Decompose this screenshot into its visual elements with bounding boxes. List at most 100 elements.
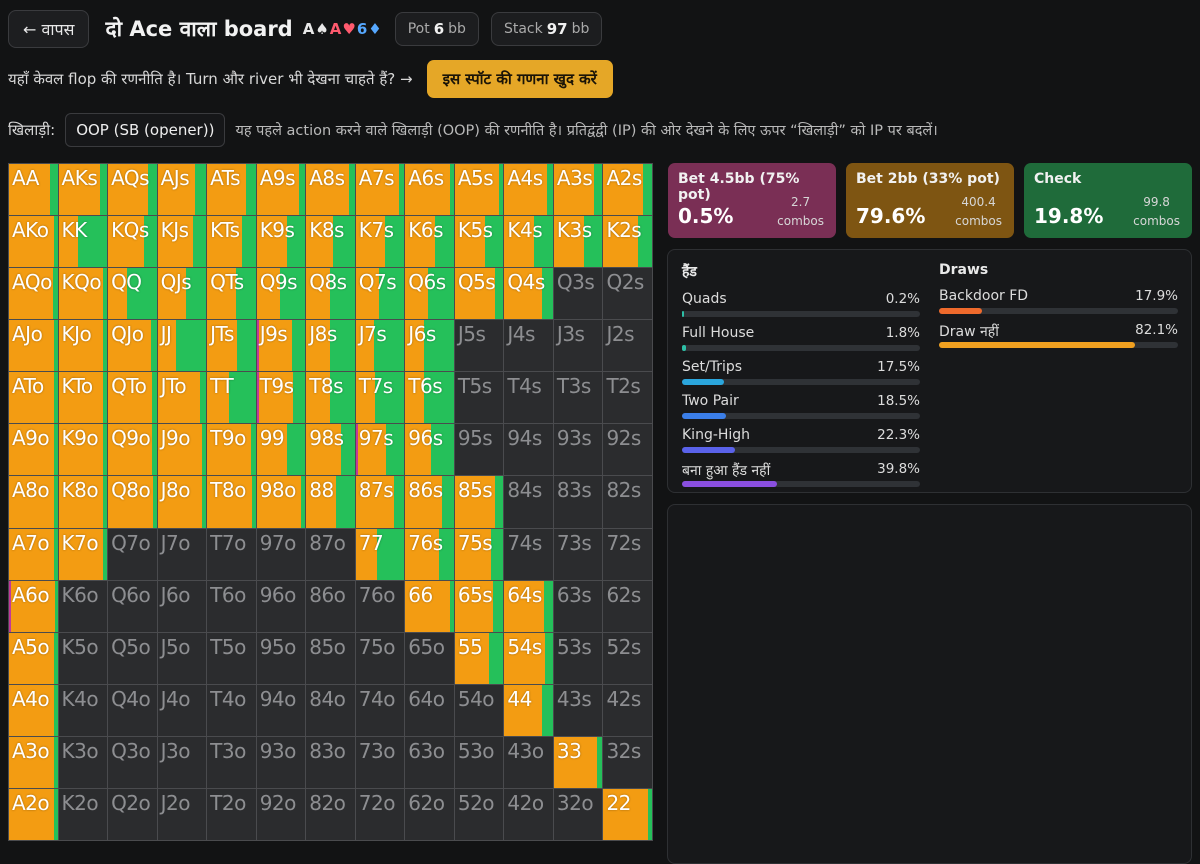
action-card-bet-small[interactable]: Bet 2bb (33% pot) 79.6% 400.4 combos [846,163,1014,238]
hand-cell-63s[interactable]: 63s [553,580,603,632]
hand-cell-22[interactable]: 22 [603,788,652,840]
hand-cell-82o[interactable]: 82o [306,788,355,840]
hand-cell-73o[interactable]: 73o [355,736,405,788]
hand-cell-A2o[interactable]: A2o [9,788,58,840]
hand-cell-T3s[interactable]: T3s [553,372,603,424]
hand-cell-A7o[interactable]: A7o [9,528,58,580]
hand-cell-62o[interactable]: 62o [405,788,454,840]
hand-cell-K5s[interactable]: K5s [454,216,504,268]
hand-cell-54o[interactable]: 54o [454,684,504,736]
hand-cell-92s[interactable]: 92s [603,424,652,476]
hand-cell-K9s[interactable]: K9s [256,216,306,268]
hand-cell-A2s[interactable]: A2s [603,164,652,216]
hand-cell-43o[interactable]: 43o [504,736,553,788]
hand-cell-43s[interactable]: 43s [553,684,603,736]
hand-cell-ATo[interactable]: ATo [9,372,58,424]
hand-cell-T8s[interactable]: T8s [306,372,355,424]
hand-cell-KJo[interactable]: KJo [58,320,108,372]
back-button[interactable]: ← वापस [8,10,90,48]
hand-cell-J3o[interactable]: J3o [157,736,207,788]
hand-cell-87s[interactable]: 87s [355,476,405,528]
hand-cell-J9o[interactable]: J9o [157,424,207,476]
hand-cell-A4o[interactable]: A4o [9,684,58,736]
hand-cell-A8o[interactable]: A8o [9,476,58,528]
hand-cell-TT[interactable]: TT [207,372,256,424]
hand-cell-T9o[interactable]: T9o [207,424,256,476]
hand-cell-72o[interactable]: 72o [355,788,405,840]
hand-cell-K8o[interactable]: K8o [58,476,108,528]
hand-cell-97s[interactable]: 97s [355,424,405,476]
hand-cell-Q3s[interactable]: Q3s [553,268,603,320]
hand-cell-AKo[interactable]: AKo [9,216,58,268]
hand-cell-86o[interactable]: 86o [306,580,355,632]
hand-cell-96s[interactable]: 96s [405,424,454,476]
hand-cell-87o[interactable]: 87o [306,528,355,580]
hand-cell-J4o[interactable]: J4o [157,684,207,736]
hand-cell-AJo[interactable]: AJo [9,320,58,372]
hand-cell-A9o[interactable]: A9o [9,424,58,476]
hand-cell-Q6o[interactable]: Q6o [108,580,157,632]
hand-cell-Q9s[interactable]: Q9s [256,268,306,320]
hand-cell-J8s[interactable]: J8s [306,320,355,372]
hand-cell-Q4o[interactable]: Q4o [108,684,157,736]
hand-cell-86s[interactable]: 86s [405,476,454,528]
hand-cell-T7s[interactable]: T7s [355,372,405,424]
hand-cell-94o[interactable]: 94o [256,684,306,736]
hand-cell-A8s[interactable]: A8s [306,164,355,216]
hand-cell-83s[interactable]: 83s [553,476,603,528]
hand-cell-K2o[interactable]: K2o [58,788,108,840]
hand-cell-ATs[interactable]: ATs [207,164,256,216]
hand-cell-Q3o[interactable]: Q3o [108,736,157,788]
hand-cell-T9s[interactable]: T9s [256,372,306,424]
hand-cell-74s[interactable]: 74s [504,528,553,580]
hand-cell-QTo[interactable]: QTo [108,372,157,424]
hand-cell-J8o[interactable]: J8o [157,476,207,528]
hand-cell-76o[interactable]: 76o [355,580,405,632]
hand-cell-72s[interactable]: 72s [603,528,652,580]
hand-cell-85o[interactable]: 85o [306,632,355,684]
hand-cell-A7s[interactable]: A7s [355,164,405,216]
hand-cell-92o[interactable]: 92o [256,788,306,840]
hand-cell-99[interactable]: 99 [256,424,306,476]
hand-cell-T6s[interactable]: T6s [405,372,454,424]
hand-cell-95s[interactable]: 95s [454,424,504,476]
hand-cell-75s[interactable]: 75s [454,528,504,580]
hand-cell-K2s[interactable]: K2s [603,216,652,268]
hand-cell-63o[interactable]: 63o [405,736,454,788]
hand-cell-KTs[interactable]: KTs [207,216,256,268]
hand-cell-52o[interactable]: 52o [454,788,504,840]
hand-cell-Q8o[interactable]: Q8o [108,476,157,528]
hand-cell-J7s[interactable]: J7s [355,320,405,372]
hand-cell-K4o[interactable]: K4o [58,684,108,736]
hand-cell-53s[interactable]: 53s [553,632,603,684]
hand-cell-74o[interactable]: 74o [355,684,405,736]
hand-cell-A5s[interactable]: A5s [454,164,504,216]
hand-cell-K7s[interactable]: K7s [355,216,405,268]
compute-spot-button[interactable]: इस स्पॉट की गणना खुद करें [426,60,613,98]
hand-cell-53o[interactable]: 53o [454,736,504,788]
hand-cell-K6o[interactable]: K6o [58,580,108,632]
hand-cell-75o[interactable]: 75o [355,632,405,684]
hand-cell-Q4s[interactable]: Q4s [504,268,553,320]
hand-cell-K5o[interactable]: K5o [58,632,108,684]
hand-cell-32o[interactable]: 32o [553,788,603,840]
hand-cell-J2s[interactable]: J2s [603,320,652,372]
hand-cell-QQ[interactable]: QQ [108,268,157,320]
hand-cell-88[interactable]: 88 [306,476,355,528]
hand-cell-QTs[interactable]: QTs [207,268,256,320]
hand-cell-55[interactable]: 55 [454,632,504,684]
hand-cell-KJs[interactable]: KJs [157,216,207,268]
hand-cell-AJs[interactable]: AJs [157,164,207,216]
hand-cell-85s[interactable]: 85s [454,476,504,528]
player-select[interactable]: OOP (SB (opener)) [65,113,226,147]
hand-cell-44[interactable]: 44 [504,684,553,736]
hand-cell-A6o[interactable]: A6o [9,580,58,632]
hand-cell-K9o[interactable]: K9o [58,424,108,476]
hand-cell-84s[interactable]: 84s [504,476,553,528]
hand-cell-82s[interactable]: 82s [603,476,652,528]
hand-cell-T8o[interactable]: T8o [207,476,256,528]
hand-cell-Q6s[interactable]: Q6s [405,268,454,320]
hand-cell-T5s[interactable]: T5s [454,372,504,424]
hand-cell-J2o[interactable]: J2o [157,788,207,840]
hand-cell-62s[interactable]: 62s [603,580,652,632]
